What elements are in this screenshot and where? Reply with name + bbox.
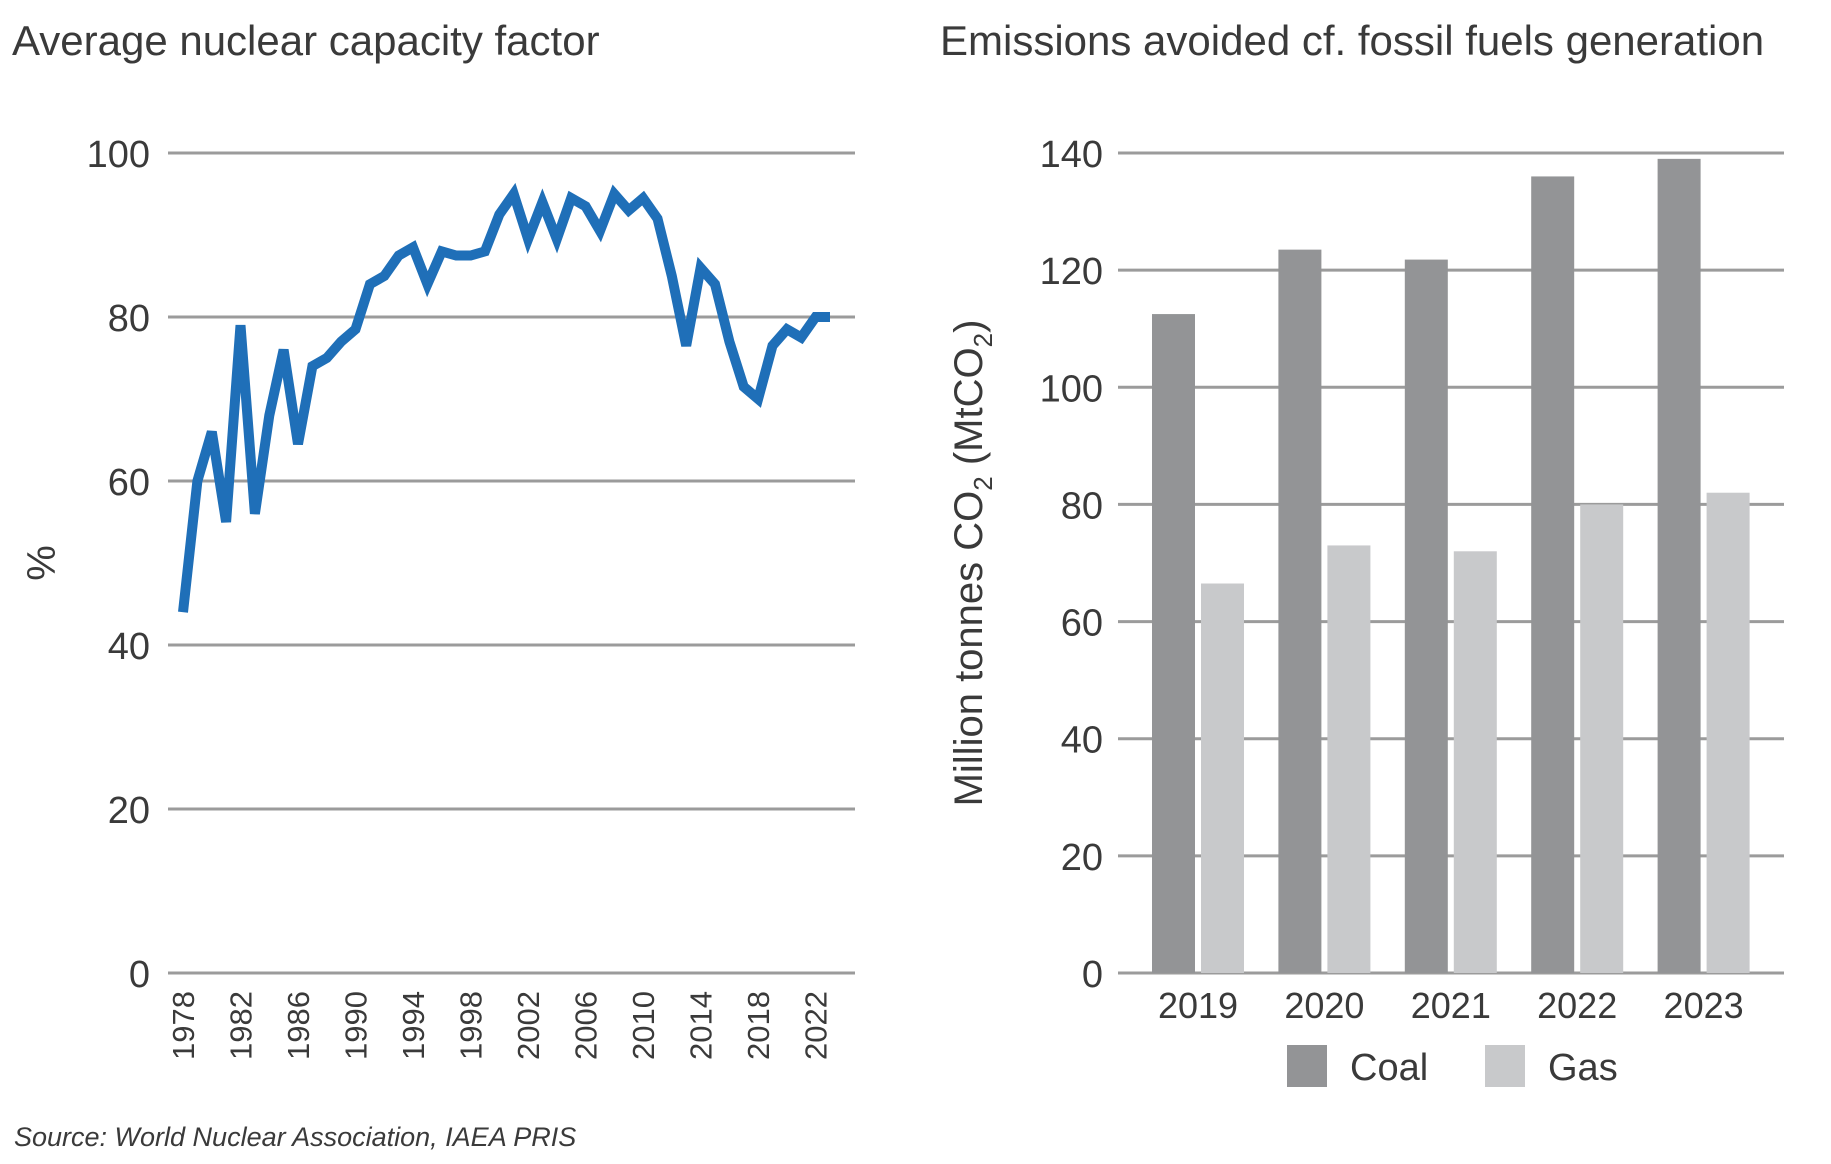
y-tick-label: 40 — [108, 626, 150, 668]
emissions-avoided-chart: Emissions avoided cf. fossil fuels gener… — [940, 17, 1784, 1089]
emissions-ylabel-part3: ) — [947, 320, 991, 333]
emissions-y-ticks: 0 20 40 60 80 100 120 140 — [1040, 134, 1103, 996]
y-tick-label: 20 — [1061, 837, 1103, 879]
emissions-ylabel: Million tonnes CO2 (MtCO2) — [947, 320, 998, 807]
emissions-ylabel-part2: (MtCO — [947, 347, 991, 476]
bar-gas-2022 — [1580, 504, 1624, 973]
legend-swatch-coal — [1287, 1045, 1327, 1087]
y-tick-label: 120 — [1040, 251, 1103, 293]
category-label: 2022 — [1537, 985, 1617, 1026]
y-tick-label: 40 — [1061, 720, 1103, 762]
capacity-factor-x-ticks: 1978 1982 1986 1990 1994 1998 2002 2006 2010 2014… — [166, 991, 834, 1060]
bar-gas-2020 — [1327, 545, 1371, 973]
x-tick-label: 1998 — [454, 991, 489, 1060]
y-tick-label: 20 — [108, 790, 150, 832]
y-tick-label: 0 — [129, 954, 150, 996]
bar-gas-2023 — [1706, 492, 1750, 973]
emissions-bars — [1152, 158, 1750, 974]
capacity-factor-gridlines — [168, 151, 855, 975]
emissions-ylabel-part1: Million tonnes CO — [947, 491, 991, 807]
capacity-factor-title: Average nuclear capacity factor — [12, 17, 600, 64]
capacity-factor-chart: Average nuclear capacity factor % 0 20 40 6… — [12, 17, 855, 1060]
emissions-title: Emissions avoided cf. fossil fuels gener… — [940, 17, 1764, 64]
x-tick-label: 2010 — [626, 991, 661, 1060]
x-tick-label: 2018 — [741, 991, 776, 1060]
bar-coal-2022 — [1531, 176, 1575, 973]
x-tick-label: 1986 — [281, 991, 316, 1060]
y-tick-label: 0 — [1082, 954, 1103, 996]
y-tick-label: 100 — [1040, 368, 1103, 410]
x-tick-label: 2006 — [569, 991, 604, 1060]
emissions-categories: 2019 2020 2021 2022 2023 — [1158, 985, 1744, 1026]
bar-coal-2023 — [1657, 158, 1701, 973]
bar-coal-2019 — [1152, 314, 1195, 974]
legend-label-gas: Gas — [1548, 1047, 1618, 1089]
bar-coal-2021 — [1404, 259, 1448, 974]
bar-gas-2019 — [1201, 583, 1244, 973]
category-label: 2021 — [1411, 985, 1491, 1026]
bar-gas-2021 — [1453, 551, 1497, 973]
x-tick-label: 1982 — [224, 991, 259, 1060]
y-tick-label: 100 — [87, 134, 150, 176]
y-tick-label: 80 — [1061, 485, 1103, 527]
emissions-ylabel-sub1: 2 — [968, 476, 998, 490]
x-tick-label: 1994 — [396, 991, 431, 1060]
y-tick-label: 80 — [108, 298, 150, 340]
category-label: 2020 — [1284, 985, 1364, 1026]
legend-label-coal: Coal — [1350, 1047, 1428, 1089]
category-label: 2019 — [1158, 985, 1238, 1026]
bar-coal-2020 — [1278, 249, 1322, 974]
x-tick-label: 2002 — [511, 991, 546, 1060]
x-tick-label: 2014 — [684, 991, 719, 1060]
legend-swatch-gas — [1485, 1045, 1525, 1087]
y-tick-label: 140 — [1040, 134, 1103, 176]
x-tick-label: 2022 — [799, 991, 834, 1060]
emissions-ylabel-sub2: 2 — [968, 333, 998, 347]
source-note: Source: World Nuclear Association, IAEA … — [14, 1122, 576, 1152]
y-tick-label: 60 — [108, 462, 150, 504]
category-label: 2023 — [1664, 985, 1744, 1026]
capacity-factor-ylabel: % — [20, 545, 64, 581]
x-tick-label: 1978 — [166, 991, 201, 1060]
y-tick-label: 60 — [1061, 603, 1103, 645]
capacity-factor-line — [178, 182, 830, 613]
x-tick-label: 1990 — [339, 991, 374, 1060]
capacity-factor-y-ticks: 0 20 40 60 80 100 — [87, 134, 150, 996]
emissions-legend: Coal Gas — [1287, 1045, 1618, 1089]
